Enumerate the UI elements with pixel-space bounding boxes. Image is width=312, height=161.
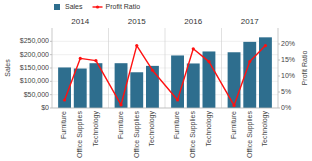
group-label: 2014 xyxy=(71,17,89,26)
x-tick-label: Office Supplies xyxy=(133,111,141,158)
y-tick-label: $50,000 xyxy=(24,91,49,98)
x-tick-label: Technology xyxy=(92,111,100,147)
y2-tick-label: 15% xyxy=(281,56,295,63)
x-tick-label: Office Supplies xyxy=(246,111,254,158)
group-label: 2017 xyxy=(241,17,259,26)
x-tick-label: Furniture xyxy=(117,111,124,139)
chart: $0 $50,000 $100,000 $150,000 $200,000 $250,00… xyxy=(0,0,312,161)
y-tick-label: $250,000 xyxy=(20,37,49,44)
line-marker xyxy=(79,57,82,60)
y2-tick-label: 5% xyxy=(281,88,291,95)
line-marker xyxy=(135,44,138,47)
line-marker xyxy=(94,59,97,62)
x-tick-label: Office Supplies xyxy=(189,111,197,158)
group-separator xyxy=(165,28,166,108)
x-axis-line xyxy=(52,108,278,109)
line-marker xyxy=(63,98,66,101)
line-marker xyxy=(119,103,122,106)
grid-line xyxy=(52,108,278,109)
y-axis-line xyxy=(52,28,53,108)
y2-tick-label: 0% xyxy=(281,104,291,111)
y-tick-label: $0 xyxy=(41,104,49,111)
x-tick-label: Technology xyxy=(148,111,156,147)
group-separator xyxy=(221,28,222,108)
x-tick-label: Technology xyxy=(261,111,269,147)
bar xyxy=(146,66,159,108)
y-tick-label: $150,000 xyxy=(20,64,49,71)
group-label: 2016 xyxy=(184,17,202,26)
bar xyxy=(203,51,216,108)
bar xyxy=(187,63,200,108)
bar xyxy=(74,69,87,108)
line-marker xyxy=(264,44,267,47)
y-tick-label: $200,000 xyxy=(20,51,49,58)
y-tick-label: $100,000 xyxy=(20,77,49,84)
line-marker xyxy=(248,60,251,63)
line xyxy=(65,46,266,106)
legend: Sales Profit Ratio xyxy=(54,3,140,10)
line-marker xyxy=(192,47,195,50)
y2-tick-label: 10% xyxy=(281,72,295,79)
y2-tick-label: 20% xyxy=(281,40,295,47)
x-tick-label: Furniture xyxy=(230,111,237,139)
legend-label: Profit Ratio xyxy=(106,3,141,10)
line-marker xyxy=(151,69,154,72)
bar xyxy=(171,55,184,108)
bar xyxy=(228,52,241,108)
x-tick-label: Technology xyxy=(205,111,213,147)
legend-label: Sales xyxy=(65,3,83,10)
x-tick-label: Furniture xyxy=(60,111,67,139)
bar xyxy=(259,37,272,108)
x-tick-label: Furniture xyxy=(173,111,180,139)
legend-swatch xyxy=(93,6,103,7)
legend-swatch xyxy=(54,4,60,10)
group-separator xyxy=(108,28,109,108)
bar xyxy=(130,72,143,108)
y2-axis-title: Profit Ratio xyxy=(301,51,308,86)
plot-area xyxy=(52,28,278,108)
y2-axis-line xyxy=(278,28,279,108)
line-marker xyxy=(232,104,235,107)
x-tick-label: Office Supplies xyxy=(76,111,84,158)
legend-swatch xyxy=(96,5,99,8)
marks xyxy=(58,37,272,108)
line-marker xyxy=(176,98,179,101)
line-marker xyxy=(207,60,210,63)
y-axis-title: Sales xyxy=(4,59,11,77)
group-label: 2015 xyxy=(128,17,146,26)
